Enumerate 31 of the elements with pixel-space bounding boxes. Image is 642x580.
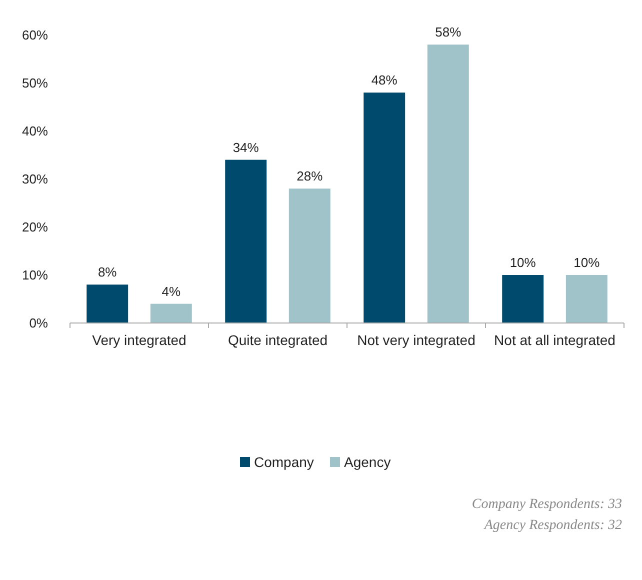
y-tick-label: 40%: [22, 124, 48, 139]
x-tick-label: Very integrated: [92, 332, 186, 348]
data-label: 34%: [232, 140, 260, 155]
bar: [288, 188, 330, 323]
data-label: 4%: [162, 284, 181, 299]
bar: [427, 44, 469, 323]
y-tick-label: 20%: [22, 220, 48, 235]
y-tick-label: 60%: [22, 28, 48, 43]
data-label: 10%: [510, 255, 536, 270]
text: Agency Respondents: 32: [483, 518, 622, 533]
text: Company Respondents: 33: [472, 497, 622, 512]
x-tick-label: Not very integrated: [357, 332, 476, 348]
y-tick-label: 30%: [22, 172, 48, 187]
bar: [566, 275, 608, 323]
bar: [225, 160, 267, 323]
data-label: 48%: [371, 72, 398, 88]
data-label: 8%: [98, 264, 118, 280]
data-label: 10%: [574, 255, 600, 270]
y-tick-label: 50%: [22, 76, 48, 91]
x-tick-label: Not at all integrated: [494, 332, 616, 348]
bar: [502, 275, 544, 323]
data-label: 58%: [435, 24, 462, 40]
bar: [364, 92, 406, 323]
legend-label: Company: [254, 454, 314, 470]
bar: [150, 304, 192, 323]
y-tick-label: 10%: [22, 268, 48, 283]
x-tick-label: Quite integrated: [228, 332, 328, 348]
y-tick-label: 0%: [29, 316, 48, 331]
bar: [86, 284, 128, 323]
legend-label: Agency: [344, 454, 391, 470]
data-label: 28%: [296, 168, 324, 184]
